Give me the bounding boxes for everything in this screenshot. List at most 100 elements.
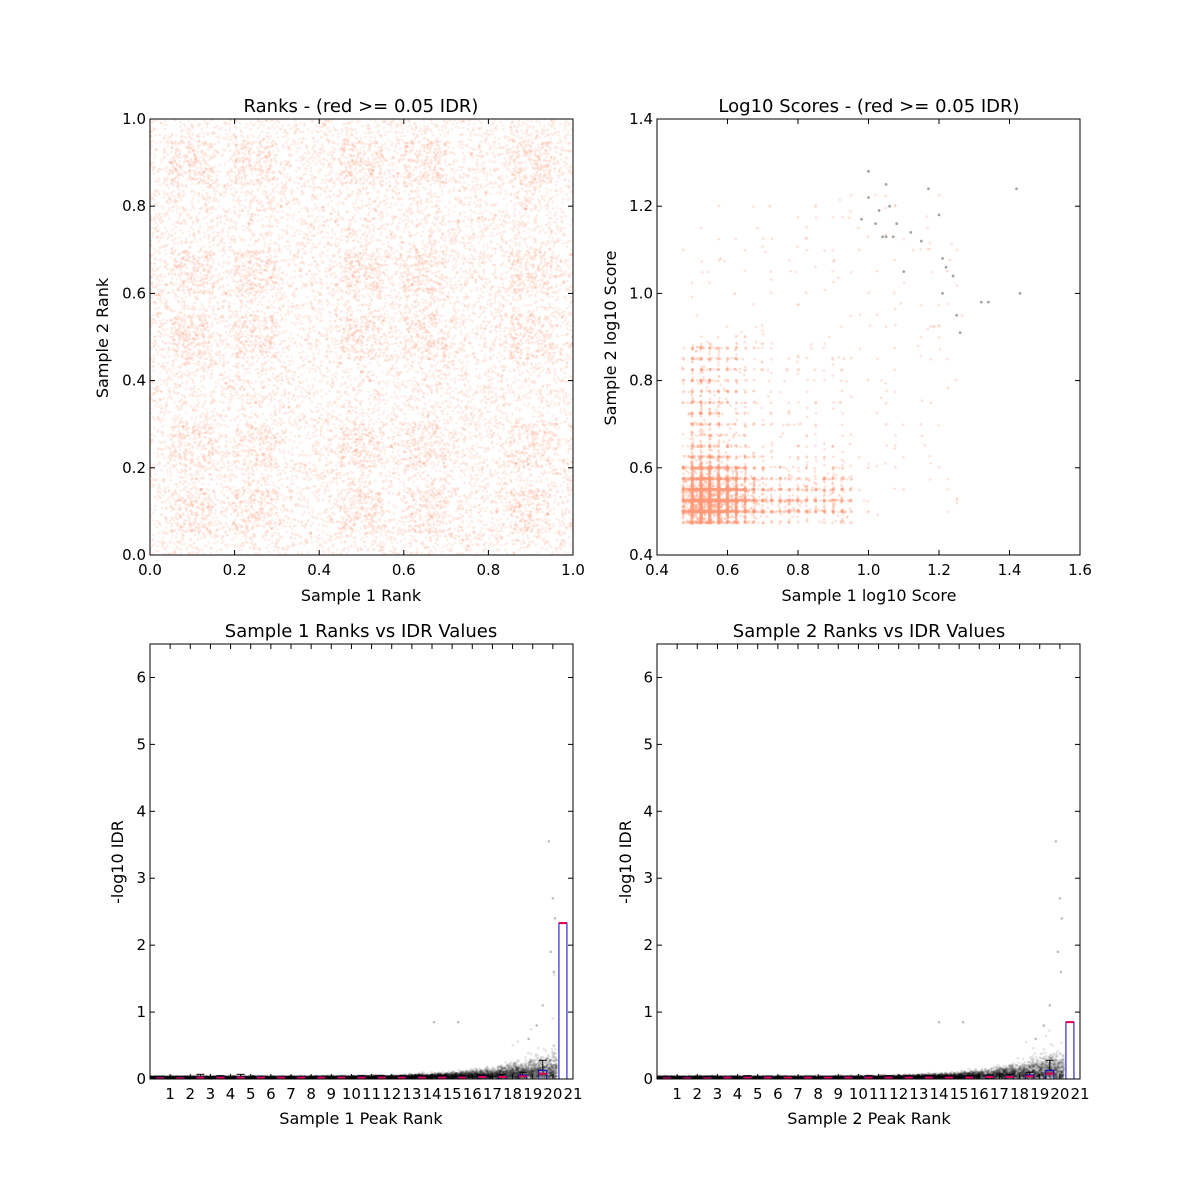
data-point	[305, 286, 308, 289]
data-point	[372, 423, 375, 426]
data-point	[310, 167, 313, 170]
data-point	[515, 499, 518, 502]
data-point	[414, 370, 417, 373]
data-point	[373, 186, 376, 189]
data-point	[416, 150, 419, 153]
data-point	[462, 309, 465, 312]
data-point	[216, 174, 219, 177]
data-point	[394, 273, 397, 276]
data-point	[278, 121, 281, 124]
data-point	[248, 244, 251, 247]
data-point	[153, 426, 156, 429]
data-point	[153, 344, 156, 347]
data-point	[448, 255, 451, 258]
data-point	[516, 299, 519, 302]
data-point	[237, 195, 240, 198]
data-point	[444, 265, 447, 268]
data-point	[559, 138, 562, 141]
data-point	[370, 370, 373, 373]
data-point	[397, 209, 400, 212]
data-point	[300, 373, 303, 376]
data-point	[239, 129, 242, 132]
data-point	[483, 200, 486, 203]
data-point	[463, 181, 466, 184]
data-point	[346, 412, 349, 415]
data-point	[357, 287, 360, 290]
data-point	[245, 260, 248, 263]
data-point	[281, 494, 284, 497]
data-point	[369, 362, 372, 365]
data-point	[482, 507, 485, 510]
data-point	[440, 431, 443, 434]
data-point	[436, 200, 439, 203]
data-point	[219, 400, 222, 403]
data-point	[425, 205, 428, 208]
data-point	[238, 235, 241, 238]
data-point	[340, 231, 343, 234]
data-point	[230, 393, 233, 396]
data-point	[169, 433, 172, 436]
data-point	[274, 241, 277, 244]
data-point	[390, 531, 393, 534]
data-point	[552, 134, 555, 137]
data-point	[316, 154, 319, 157]
data-point	[327, 538, 330, 541]
data-point	[414, 399, 417, 402]
data-point	[181, 232, 184, 235]
data-point	[465, 395, 468, 398]
data-point	[404, 395, 407, 398]
data-point	[216, 516, 219, 519]
data-point	[207, 201, 210, 204]
data-point	[166, 362, 169, 365]
data-point	[171, 536, 174, 539]
data-point	[462, 462, 465, 465]
data-point	[206, 222, 209, 225]
data-point	[471, 245, 474, 248]
data-point	[400, 395, 403, 398]
data-point	[536, 290, 539, 293]
data-point	[413, 396, 416, 399]
data-point	[489, 169, 492, 172]
data-point	[199, 308, 202, 311]
data-point	[552, 525, 555, 528]
data-point	[208, 246, 211, 249]
data-point	[538, 476, 541, 479]
data-point	[264, 500, 267, 503]
data-point	[223, 494, 226, 497]
data-point	[297, 143, 300, 146]
data-point	[441, 193, 444, 196]
data-point	[419, 309, 422, 312]
data-point	[155, 180, 158, 183]
data-point	[222, 451, 225, 454]
data-point	[449, 302, 452, 305]
data-point	[237, 371, 240, 374]
data-point	[444, 426, 447, 429]
data-point	[443, 280, 446, 283]
data-point	[213, 317, 216, 320]
data-point	[526, 361, 529, 364]
data-point	[388, 321, 391, 324]
data-point	[277, 433, 280, 436]
data-point	[359, 351, 362, 354]
data-point	[244, 408, 247, 411]
data-point	[457, 280, 460, 283]
data-point	[567, 552, 570, 555]
data-point	[196, 491, 199, 494]
data-point	[255, 341, 258, 344]
data-point	[150, 153, 153, 156]
data-point	[243, 237, 246, 240]
data-point	[446, 282, 449, 285]
data-point	[382, 412, 385, 415]
data-point	[421, 439, 424, 442]
data-point	[509, 333, 512, 336]
data-point	[273, 484, 276, 487]
data-point	[314, 378, 317, 381]
data-point	[277, 203, 280, 206]
data-point	[386, 479, 389, 482]
data-point	[359, 182, 362, 185]
data-point	[196, 291, 199, 294]
data-point	[302, 130, 305, 133]
data-point	[391, 165, 394, 168]
data-point	[317, 299, 320, 302]
data-point	[388, 332, 391, 335]
